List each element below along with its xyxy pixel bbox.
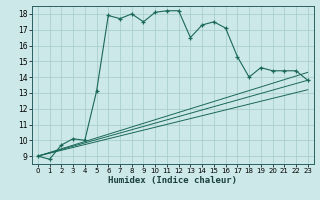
X-axis label: Humidex (Indice chaleur): Humidex (Indice chaleur) (108, 176, 237, 185)
